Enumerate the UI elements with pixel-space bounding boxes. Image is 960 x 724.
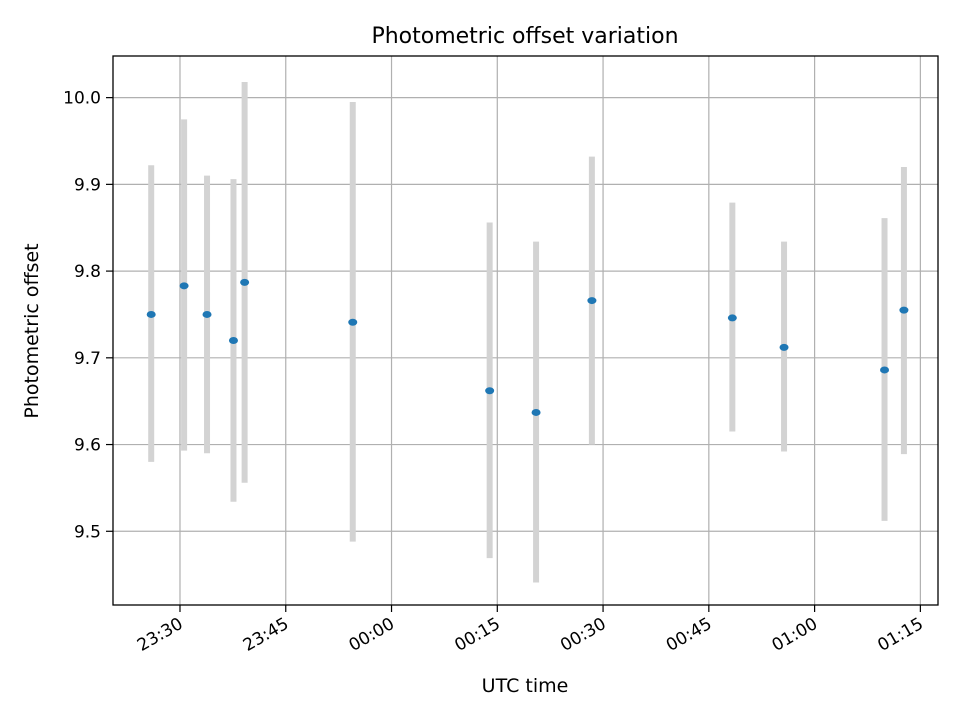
x-axis-label: UTC time [482, 675, 569, 697]
tick-layer: 23:30 23:45 00:00 00:15 00:30 00:45 01:00 01:15… [63, 89, 927, 656]
y-tick-label: 9.9 [74, 175, 101, 195]
x-tick-label: 00:00 [346, 614, 398, 656]
data-point [202, 310, 212, 318]
data-point-layer [146, 278, 909, 416]
x-tick-label: 01:15 [874, 614, 926, 656]
data-point [240, 278, 250, 286]
x-tick-label: 23:45 [240, 614, 292, 656]
x-tick-label: 00:15 [451, 614, 503, 656]
y-tick-label: 9.8 [74, 262, 101, 282]
grid-layer [113, 56, 938, 605]
data-point [880, 366, 890, 374]
data-point [899, 306, 909, 314]
data-point [587, 297, 597, 305]
chart-title: Photometric offset variation [371, 24, 678, 49]
error-bar-layer [148, 82, 907, 583]
data-point [146, 310, 156, 318]
data-point [485, 387, 495, 395]
x-tick-label: 01:00 [769, 614, 821, 656]
data-point [727, 314, 737, 322]
x-tick-label: 00:45 [663, 614, 715, 656]
x-tick-label: 23:30 [134, 614, 186, 656]
y-tick-label: 9.6 [74, 436, 101, 456]
data-point [228, 336, 238, 344]
data-point [779, 343, 789, 351]
data-point [348, 318, 358, 326]
data-point [531, 408, 541, 416]
y-tick-label: 9.5 [74, 522, 101, 542]
y-tick-label: 9.7 [74, 349, 101, 369]
y-axis-label: Photometric offset [21, 243, 43, 418]
plot-frame [112, 55, 939, 606]
y-tick-label: 10.0 [63, 89, 101, 109]
x-tick-label: 00:30 [557, 614, 609, 656]
data-point [179, 282, 189, 290]
